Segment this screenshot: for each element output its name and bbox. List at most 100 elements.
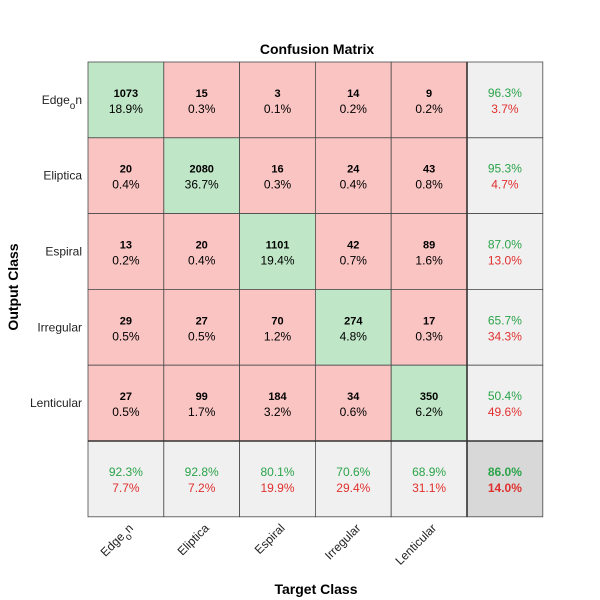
cell-percent: 0.4% — [112, 178, 140, 192]
cell-count: 20 — [196, 240, 208, 252]
cell-count: 13 — [120, 240, 132, 252]
column-summary-correct: 68.9% — [412, 465, 446, 479]
cell-percent: 6.2% — [415, 405, 443, 419]
column-summary-error: 7.7% — [112, 481, 140, 495]
cell-percent: 0.2% — [340, 102, 368, 116]
cell-count: 274 — [344, 315, 363, 327]
off-diagonal-cell — [239, 288, 316, 366]
row-summary-error: 49.6% — [488, 405, 522, 419]
cell-percent: 4.8% — [340, 329, 368, 343]
cell-count: 20 — [120, 164, 132, 176]
chart-title: Confusion Matrix — [260, 41, 375, 57]
off-diagonal-cell — [239, 364, 316, 442]
cell-count: 70 — [271, 315, 283, 327]
off-diagonal-cell — [87, 213, 165, 290]
column-summary-error: 19.9% — [260, 481, 294, 495]
row-summary-cell — [466, 288, 544, 366]
row-summary-error: 3.7% — [491, 102, 519, 116]
off-diagonal-cell — [239, 61, 316, 139]
cell-percent: 0.4% — [340, 178, 368, 192]
diagonal-cell — [314, 288, 392, 366]
cell-count: 3 — [274, 88, 280, 100]
cell-count: 350 — [420, 391, 438, 403]
y-axis-title: Output Class — [5, 243, 21, 330]
row-tick-label: Irregular — [37, 320, 82, 334]
cell-percent: 36.7% — [185, 178, 219, 192]
diagonal-cell — [163, 137, 241, 215]
cell-percent: 3.2% — [264, 405, 292, 419]
column-summary-cell — [87, 440, 165, 518]
cell-percent: 0.5% — [112, 405, 140, 419]
cell-percent: 1.7% — [188, 405, 216, 419]
off-diagonal-cell — [390, 213, 468, 290]
cell-count: 15 — [196, 88, 208, 100]
cell-count: 27 — [120, 391, 132, 403]
cell-count: 24 — [347, 164, 360, 176]
off-diagonal-cell — [87, 364, 165, 442]
row-summary-cell — [466, 213, 544, 290]
cell-percent: 0.7% — [340, 254, 368, 268]
cell-count: 17 — [423, 315, 435, 327]
column-summary-error: 7.2% — [188, 481, 216, 495]
cell-percent: 0.3% — [188, 102, 216, 116]
cell-percent: 18.9% — [109, 102, 143, 116]
cell-count: 99 — [196, 391, 208, 403]
cell-percent: 0.5% — [188, 329, 216, 343]
cell-count: 29 — [120, 315, 132, 327]
row-summary-error: 34.3% — [488, 329, 522, 343]
cell-count: 43 — [423, 164, 435, 176]
column-summary-error: 31.1% — [412, 481, 446, 495]
cell-count: 89 — [423, 240, 435, 252]
off-diagonal-cell — [314, 61, 392, 139]
cell-count: 42 — [347, 240, 359, 252]
cell-percent: 0.2% — [415, 102, 443, 116]
row-tick-label: Espiral — [45, 245, 82, 259]
cell-percent: 0.6% — [340, 405, 368, 419]
column-summary-cell — [163, 440, 241, 518]
column-summary-error: 29.4% — [336, 481, 370, 495]
off-diagonal-cell — [163, 61, 241, 139]
row-summary-error: 13.0% — [488, 254, 522, 268]
column-summary-correct: 92.3% — [109, 465, 143, 479]
column-summary-correct: 92.8% — [185, 465, 219, 479]
off-diagonal-cell — [163, 364, 241, 442]
cell-count: 27 — [196, 315, 208, 327]
row-summary-correct: 95.3% — [488, 162, 522, 176]
cell-count: 184 — [268, 391, 287, 403]
off-diagonal-cell — [314, 213, 392, 290]
row-summary-cell — [466, 364, 544, 442]
row-summary-correct: 87.0% — [488, 238, 522, 252]
cell-percent: 0.5% — [112, 329, 140, 343]
row-summary-error: 4.7% — [491, 178, 519, 192]
off-diagonal-cell — [314, 137, 392, 215]
off-diagonal-cell — [239, 137, 316, 215]
row-summary-correct: 65.7% — [488, 313, 522, 327]
cell-percent: 19.4% — [260, 254, 294, 268]
row-summary-correct: 96.3% — [488, 86, 522, 100]
cell-count: 14 — [347, 88, 360, 100]
cell-percent: 1.2% — [264, 329, 292, 343]
row-summary-cell — [466, 137, 544, 215]
off-diagonal-cell — [87, 288, 165, 366]
cell-count: 34 — [347, 391, 360, 403]
overall-error: 14.0% — [488, 481, 522, 495]
off-diagonal-cell — [163, 288, 241, 366]
diagonal-cell — [390, 364, 468, 442]
off-diagonal-cell — [163, 213, 241, 290]
cell-count: 2080 — [189, 164, 213, 176]
cell-percent: 0.8% — [415, 178, 443, 192]
x-axis-title: Target Class — [275, 581, 358, 597]
overall-correct: 86.0% — [488, 465, 522, 479]
cell-percent: 0.4% — [188, 254, 216, 268]
off-diagonal-cell — [87, 137, 165, 215]
cell-percent: 0.2% — [112, 254, 140, 268]
diagonal-cell — [87, 61, 165, 139]
off-diagonal-cell — [390, 288, 468, 366]
cell-percent: 0.1% — [264, 102, 292, 116]
row-tick-labels: Edgeon Eliptica Espiral Irregular Lenticular — [30, 93, 82, 410]
matrix-cells: 1073 18.9% 15 0.3% 3 0.1% 14 0.2% 9 0.2% 96.3% 3.7%… — [87, 61, 544, 518]
column-summary-correct: 80.1% — [260, 465, 294, 479]
row-tick-label: Eliptica — [43, 169, 82, 183]
row-tick-label: Lenticular — [30, 396, 82, 410]
